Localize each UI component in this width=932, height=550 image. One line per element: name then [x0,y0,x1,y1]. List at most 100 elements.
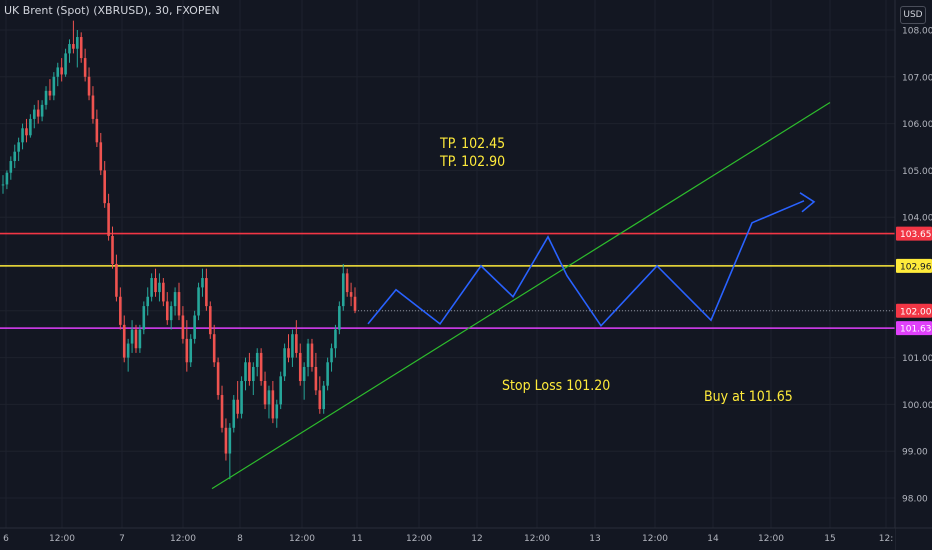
candle-body [271,390,275,419]
candle-body [1,184,5,186]
candle [291,329,294,367]
symbol-title[interactable]: UK Brent (Spot) (XBRUSD), 30, FXOPEN [4,4,220,17]
candle [302,362,306,400]
candle-body [330,348,333,363]
candle-body [212,334,216,363]
candle [334,324,337,358]
candle [119,287,122,330]
candle-body [205,278,208,307]
candle-body [279,376,282,405]
candle [79,32,83,63]
candle-body [185,338,189,363]
candle [83,48,87,82]
candle-body [36,109,40,117]
candle-body [32,109,36,119]
candle [56,62,60,87]
candle [134,324,138,353]
candle [193,310,196,344]
candle [36,100,40,124]
candle [232,395,236,433]
candle-body [295,334,298,353]
candle [205,268,208,311]
candle-body [306,343,310,367]
time-tick-label: 12:00 [406,534,432,544]
price-label-bg [896,303,932,318]
candle-body [236,399,239,414]
candle-body [169,306,173,321]
candle [177,282,181,321]
candle [173,287,177,316]
candle-body [13,151,17,162]
candle [240,376,243,419]
candle [244,357,247,391]
candle-body [310,343,314,367]
candle-body [255,352,259,367]
candle-body [119,296,122,325]
time-axis[interactable]: 6 12:00 7 12:00 8 12:00 11 12:00 12 12:00 13 12:00 1… [0,527,932,550]
candle-body [326,362,329,386]
candle-body [44,90,48,105]
candle [72,20,75,54]
candle [224,418,228,461]
candle-body [259,352,263,381]
candle [330,343,333,372]
candle-body [52,76,56,96]
price-tick-label: 105.00 [902,167,932,177]
candle-body [40,104,44,117]
candle-body [79,37,83,59]
candle-body [318,390,322,410]
candle-body [130,329,134,344]
candle-body [150,278,153,297]
candle [181,306,185,344]
price-tick-label: 101.00 [902,354,932,364]
candle-body [134,329,138,349]
candle-body [240,381,243,414]
price-label-bg [896,258,932,273]
candle [40,100,44,122]
candle-body [87,76,91,96]
candle-body [111,235,114,264]
candle-body [341,273,345,307]
drawings [211,102,831,490]
candle [122,315,126,363]
candle [349,282,353,307]
candle-body [283,348,286,377]
candle [1,175,5,194]
candle-body [189,338,193,363]
candle [99,132,103,176]
price-tick-label: 106.00 [902,120,932,130]
candle-body [154,278,157,293]
candle-body [275,404,279,419]
candle [212,324,216,367]
currency-button[interactable]: USD [900,6,926,24]
candle [76,30,79,68]
candle [162,278,165,307]
candle-body [173,292,177,307]
price-tick-label: 99.00 [902,448,928,458]
candle [252,362,255,396]
candle [158,273,161,302]
candle [32,104,36,129]
candle-body [177,292,181,316]
candle-body [17,142,20,152]
candle-body [72,44,75,49]
candle-body [64,53,67,75]
candle [146,287,150,316]
price-label: 103.65 [896,226,932,241]
candle [322,381,326,414]
candle [345,268,349,297]
candle-body [91,95,95,119]
candle [338,301,341,335]
candle-body [158,282,161,293]
candle-body [162,282,165,302]
candle-body [99,142,103,171]
candle [263,371,267,410]
price-axis[interactable]: 108.00107.00106.00105.00104.00103.00102.… [894,0,932,550]
candle-body [322,385,326,410]
candle [9,156,13,180]
price-label-bg [896,226,932,241]
candle [295,320,298,358]
stop-loss-label: Stop Loss 101.20 [502,378,611,394]
candle-body [220,395,224,428]
